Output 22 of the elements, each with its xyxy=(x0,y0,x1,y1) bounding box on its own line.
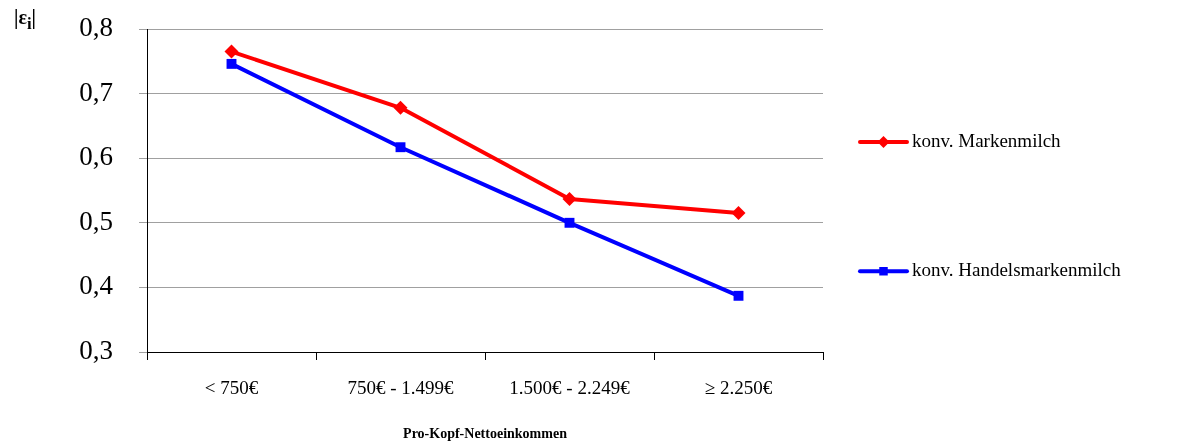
y-tick-label: 0,8 xyxy=(79,12,113,43)
point xyxy=(226,58,237,69)
y-tick-label: 0,5 xyxy=(79,205,113,236)
y-tick-label: 0,4 xyxy=(79,270,114,301)
point xyxy=(733,290,744,301)
point xyxy=(562,191,577,206)
x-tick-label: < 750€ xyxy=(204,377,259,399)
point xyxy=(393,100,408,115)
y-tick-label: 0,7 xyxy=(79,76,113,107)
point xyxy=(395,142,406,153)
y-axis-title: |ε$_{i}$| xyxy=(14,5,36,35)
legend-label: konv. Markenmilch xyxy=(912,130,1062,152)
point xyxy=(731,206,746,221)
point xyxy=(564,217,575,228)
y-tick-label: 0,3 xyxy=(79,335,113,366)
x-axis-title: Pro-Kopf-Nettoeinkommen xyxy=(403,426,568,442)
legend-label: konv. Handelsmarkenmilch xyxy=(912,259,1122,281)
point xyxy=(224,44,239,59)
y-tick-label: 0,6 xyxy=(79,141,113,172)
x-tick-label: 1.500€ - 2.249€ xyxy=(509,377,631,399)
x-tick-label: ≥ 2.250€ xyxy=(704,377,773,399)
x-tick-label: 750€ - 1.499€ xyxy=(347,377,455,399)
